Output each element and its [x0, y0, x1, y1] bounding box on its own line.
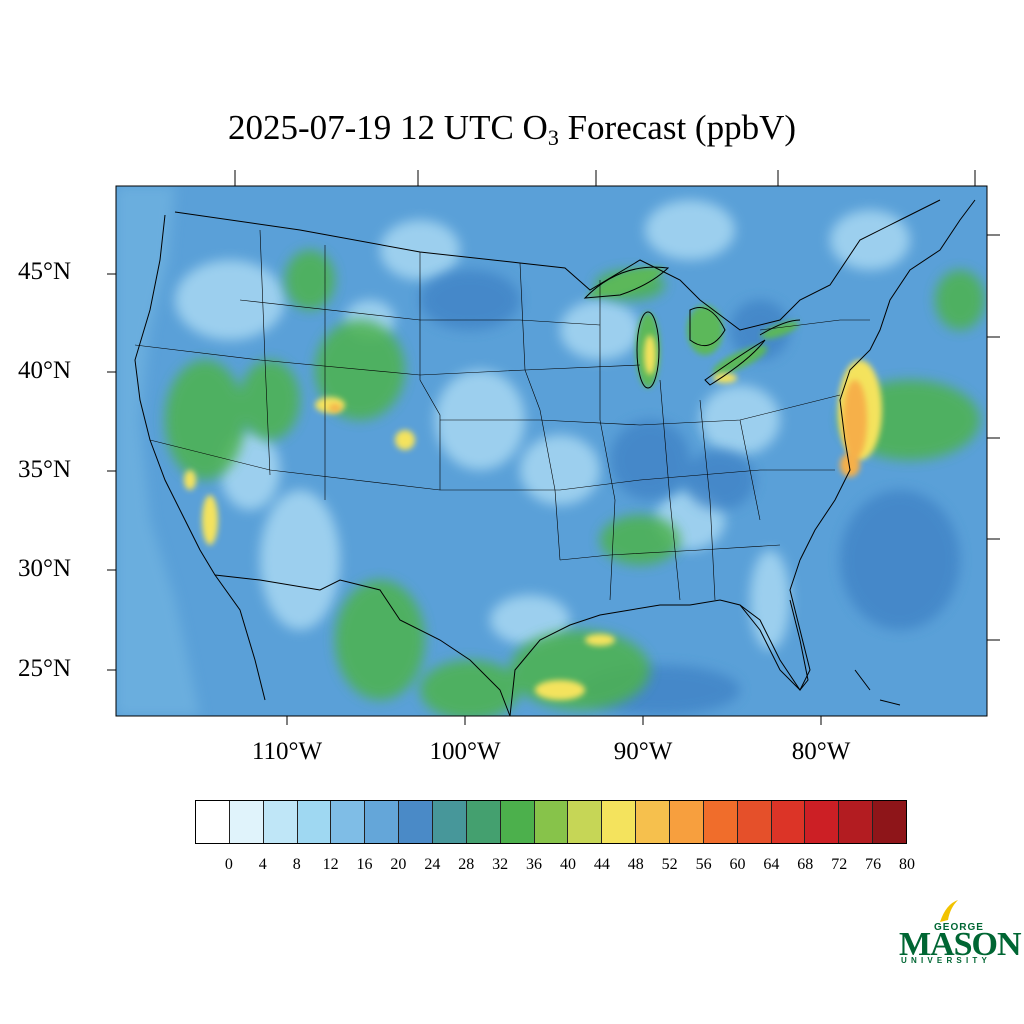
colorbar-tick-label: 60 [729, 856, 746, 873]
colorbar-tick-label: 48 [627, 856, 644, 873]
colorbar-swatch [737, 801, 772, 843]
colorbar-tick-label: 68 [797, 856, 814, 873]
colorbar-tick-label: 28 [458, 856, 475, 873]
lat-label-25: 25°N [18, 655, 72, 682]
colorbar-tick-label: 8 [292, 856, 301, 873]
colorbar-labels: 0 4 8 12 16 20 24 28 32 36 40 44 48 52 56 60 64 68 72 76 80 [195, 856, 915, 876]
logo-mason-text: MASON [899, 926, 1022, 963]
lon-label-90: 90°W [613, 738, 673, 765]
colorbar-swatch [636, 801, 671, 843]
logo-university-text: UNIVERSITY [901, 956, 992, 965]
logo-flame-icon [940, 900, 958, 922]
map-ticks [107, 170, 1000, 725]
colorbar-swatch [873, 801, 907, 843]
colorbar-swatch [263, 801, 298, 843]
colorbar-swatch [399, 801, 434, 843]
colorbar-tick-label: 76 [865, 856, 882, 873]
title-subscript: 3 [547, 125, 559, 150]
colorbar-tick-label: 20 [390, 856, 407, 873]
coastlines-and-borders [134, 199, 976, 716]
colorbar-tick-label: 44 [593, 856, 610, 873]
colorbar-swatch [466, 801, 501, 843]
colorbar-swatch [839, 801, 874, 843]
title-suffix: Forecast (ppbV) [558, 108, 796, 147]
colorbar-swatch [433, 801, 467, 843]
pacific-band [116, 186, 200, 716]
colorbar-tick-label: 24 [424, 856, 441, 873]
colorbar-tick-label: 40 [559, 856, 576, 873]
colorbar [195, 800, 907, 844]
colorbar-tick-label: 32 [492, 856, 509, 873]
colorbar-swatch [365, 801, 400, 843]
colorbar-swatch [500, 801, 535, 843]
lat-label-35: 35°N [18, 456, 72, 483]
very-high-ozone-spots [329, 380, 867, 477]
lat-label-40: 40°N [18, 357, 72, 384]
colorbar-tick-label: 56 [695, 856, 712, 873]
title-prefix: 2025-07-19 12 UTC O [228, 108, 548, 147]
colorbar-tick-label: 64 [763, 856, 780, 873]
logo-george-text: GEORGE [934, 922, 984, 933]
map-frame [115, 185, 988, 717]
lon-label-110: 110°W [251, 738, 323, 765]
colorbar-tick-label: 52 [661, 856, 678, 873]
colorbar-swatch [229, 801, 264, 843]
colorbar-tick-label: 0 [224, 856, 233, 873]
colorbar-swatch [534, 801, 569, 843]
colorbar-swatch [568, 801, 603, 843]
map-field [116, 186, 987, 716]
lat-label-45: 45°N [18, 258, 72, 285]
colorbar-swatch [805, 801, 840, 843]
colorbar-swatch [297, 801, 332, 843]
lat-label-30: 30°N [18, 555, 72, 582]
lon-label-80: 80°W [791, 738, 851, 765]
colorbar-swatch [331, 801, 366, 843]
colorbar-tick-label: 12 [322, 856, 339, 873]
colorbar-swatch [771, 801, 806, 843]
gmu-logo [940, 900, 958, 922]
colorbar-tick-label: 80 [899, 856, 915, 873]
lon-label-100: 100°W [429, 738, 501, 765]
figure-title: 2025-07-19 12 UTC O3 Forecast (ppbV) [0, 108, 1024, 151]
colorbar-swatch [670, 801, 704, 843]
colorbar-swatch [196, 801, 230, 843]
colorbar-swatch [703, 801, 738, 843]
colorbar-tick-label: 72 [831, 856, 848, 873]
colorbar-tick-label: 4 [258, 856, 267, 873]
colorbar-swatch [602, 801, 637, 843]
colorbar-tick-label: 36 [526, 856, 543, 873]
colorbar-tick-label: 16 [356, 856, 373, 873]
